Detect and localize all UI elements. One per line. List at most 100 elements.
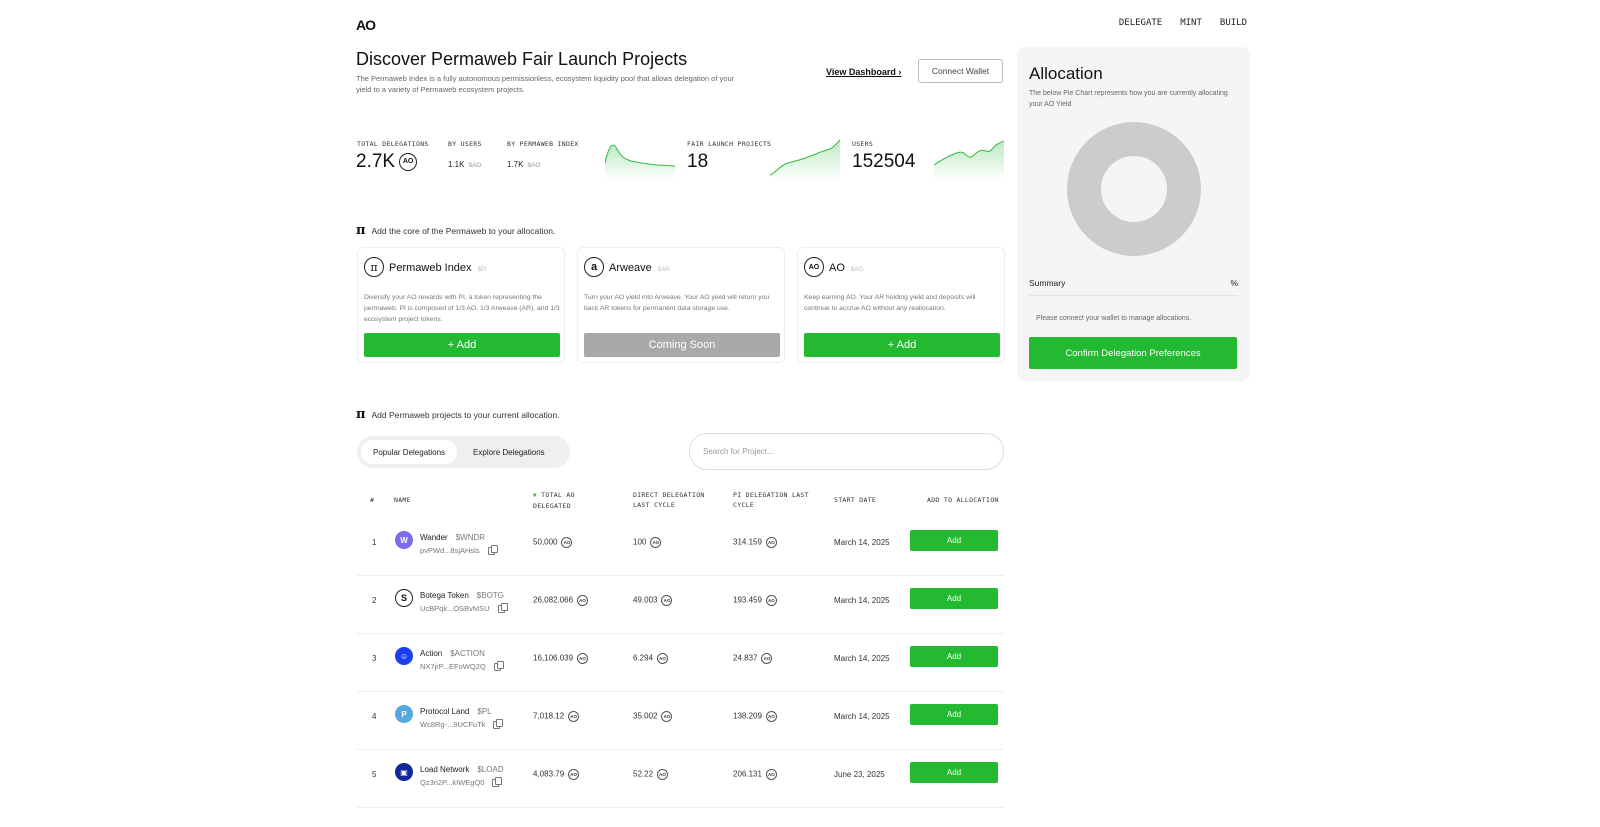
ao-coin-icon: AO	[761, 653, 773, 664]
address-text: NX7jrP...EFoWQ2Q	[420, 662, 486, 671]
nav-mint[interactable]: MINT	[1180, 18, 1202, 28]
add-button[interactable]: Add	[910, 588, 998, 609]
top-nav: DELEGATE MINT BUILD	[1119, 18, 1247, 28]
card-title-text: AO	[829, 262, 845, 274]
by-index-value: 1.7K $AO	[507, 160, 540, 169]
by-users-label: BY USERS	[448, 140, 482, 148]
ao-coin-icon: AO	[561, 537, 573, 548]
start-date: June 23, 2025	[834, 770, 885, 779]
search-input[interactable]	[689, 433, 1004, 470]
allocation-subtitle: The below Pie Chart represents how you a…	[1029, 90, 1228, 108]
card-description: Diversify your AO rewards with PI, a tok…	[364, 294, 560, 323]
users-sparkline	[934, 140, 1004, 180]
project-name[interactable]: Load Network $LOAD	[420, 765, 504, 774]
allocation-panel: Allocation The below Pie Chart represent…	[1017, 47, 1250, 381]
ao-coin-icon: AO	[765, 769, 777, 780]
ao-logo[interactable]: AO	[356, 17, 376, 33]
pi-delegation: 24.837 AO	[733, 653, 773, 664]
add-ao-button[interactable]: + Add	[804, 333, 1000, 357]
total-delegated: 50,000 AO	[533, 537, 573, 548]
project-name-text: Action	[420, 649, 443, 658]
row-num: 4	[372, 712, 377, 721]
row-num: 2	[372, 596, 377, 605]
copy-icon[interactable]	[493, 661, 504, 672]
add-button[interactable]: Add	[910, 762, 998, 783]
pi-delegation: 138.209 AO	[733, 711, 777, 722]
fair-launch-value: 18	[687, 151, 709, 172]
address-text: Wc8Rg-...9UCFuTk	[420, 720, 486, 729]
copy-icon[interactable]	[487, 545, 498, 556]
tab-popular-delegations[interactable]: Popular Delegations	[361, 440, 458, 464]
pi-icon: π	[364, 257, 384, 277]
users-label: USERS	[852, 140, 874, 148]
copy-icon[interactable]	[492, 777, 503, 788]
direct-value: 52.22	[633, 769, 654, 779]
total-delegated: 4,083.79 AO	[533, 769, 580, 780]
connect-wallet-button[interactable]: Connect Wallet	[918, 59, 1003, 83]
project-address: NX7jrP...EFoWQ2Q	[420, 661, 504, 672]
ao-coin-icon: AO	[568, 769, 580, 780]
project-name[interactable]: Protocol Land $PL	[420, 707, 492, 716]
nav-delegate[interactable]: DELEGATE	[1118, 18, 1163, 28]
total-delegated: 7,018.12 AO	[533, 711, 580, 722]
ao-coin-icon: AO	[577, 653, 589, 664]
pi-value: 24.837	[733, 653, 758, 663]
wander-avatar: W	[395, 531, 413, 549]
ao-coin-icon: AO	[399, 152, 418, 171]
start-date: March 14, 2025	[834, 712, 890, 721]
project-ticker: $ACTION	[450, 649, 485, 658]
start-date: March 14, 2025	[834, 654, 890, 663]
project-name-text: Wander	[420, 533, 448, 542]
pi-value: 314.159	[733, 537, 762, 547]
card-title: Arweave $AR	[609, 262, 669, 274]
row-num: 3	[372, 654, 377, 663]
col-name: NAME	[394, 496, 411, 504]
by-users-value: 1.1K $AO	[448, 160, 481, 169]
ao-icon: AO	[804, 257, 824, 277]
confirm-delegation-button[interactable]: Confirm Delegation Preferences	[1029, 337, 1237, 369]
table-row: 3 ☺ Action $ACTION NX7jrP...EFoWQ2Q 16,10…	[357, 634, 1004, 692]
page-title: Discover Permaweb Fair Launch Projects	[356, 49, 688, 69]
ao-coin-icon: AO	[650, 537, 662, 548]
col-total-delegated[interactable]: ▼ TOTAL AO DELEGATED	[533, 490, 603, 511]
action-avatar: ☺	[395, 647, 413, 665]
card-ticker: $PI	[477, 267, 487, 273]
divider	[1029, 295, 1238, 296]
projects-sparkline	[770, 139, 840, 180]
pi-delegation: 193.459 AO	[733, 595, 777, 606]
add-pi-button[interactable]: + Add	[364, 333, 560, 357]
arweave-icon: a	[584, 257, 604, 277]
total-value: 16,106.039	[533, 653, 574, 663]
arweave-card: a Arweave $AR Turn your AO yield into Arw…	[577, 247, 785, 363]
tab-explore-delegations[interactable]: Explore Delegations	[473, 447, 545, 457]
by-index-unit: $AO	[527, 162, 541, 169]
total-delegations-value: 2.7K AO	[356, 151, 418, 173]
project-name[interactable]: Action $ACTION	[420, 649, 485, 658]
allocation-donut-chart	[1067, 122, 1201, 256]
ao-coin-icon: AO	[661, 711, 673, 722]
col-pi-delegation: PI DELEGATION LAST CYCLE	[733, 491, 809, 509]
card-title-text: Permaweb Index	[389, 262, 472, 274]
copy-icon[interactable]	[497, 603, 508, 614]
core-section-text: Add the core of the Permaweb to your all…	[371, 225, 556, 236]
row-num: 1	[372, 538, 377, 547]
add-button[interactable]: Add	[910, 646, 998, 667]
project-name[interactable]: Wander $WNDR	[420, 533, 485, 542]
copy-icon[interactable]	[493, 719, 504, 730]
pi-value: 206.131	[733, 769, 762, 779]
connect-wallet-message: Please connect your wallet to manage all…	[1036, 315, 1192, 322]
nav-build[interactable]: BUILD	[1219, 18, 1247, 28]
direct-value: 100	[633, 537, 647, 547]
project-ticker: $PL	[477, 707, 492, 716]
pi-delegation: 206.131 AO	[733, 769, 777, 780]
project-name[interactable]: Botega Token $BOTG	[420, 591, 504, 600]
add-button[interactable]: Add	[910, 530, 998, 551]
coming-soon-button: Coming Soon	[584, 333, 780, 357]
card-description: Turn your AO yield into Arweave. Your AO…	[584, 294, 770, 312]
by-index-number: 1.7K	[507, 160, 524, 169]
col-add-to-allocation: ADD TO ALLOCATION	[927, 496, 999, 504]
view-dashboard-link[interactable]: View Dashboard ›	[826, 67, 902, 77]
protocol-land-avatar: P	[395, 705, 413, 723]
card-title-text: Arweave	[609, 262, 652, 274]
add-button[interactable]: Add	[910, 704, 998, 725]
